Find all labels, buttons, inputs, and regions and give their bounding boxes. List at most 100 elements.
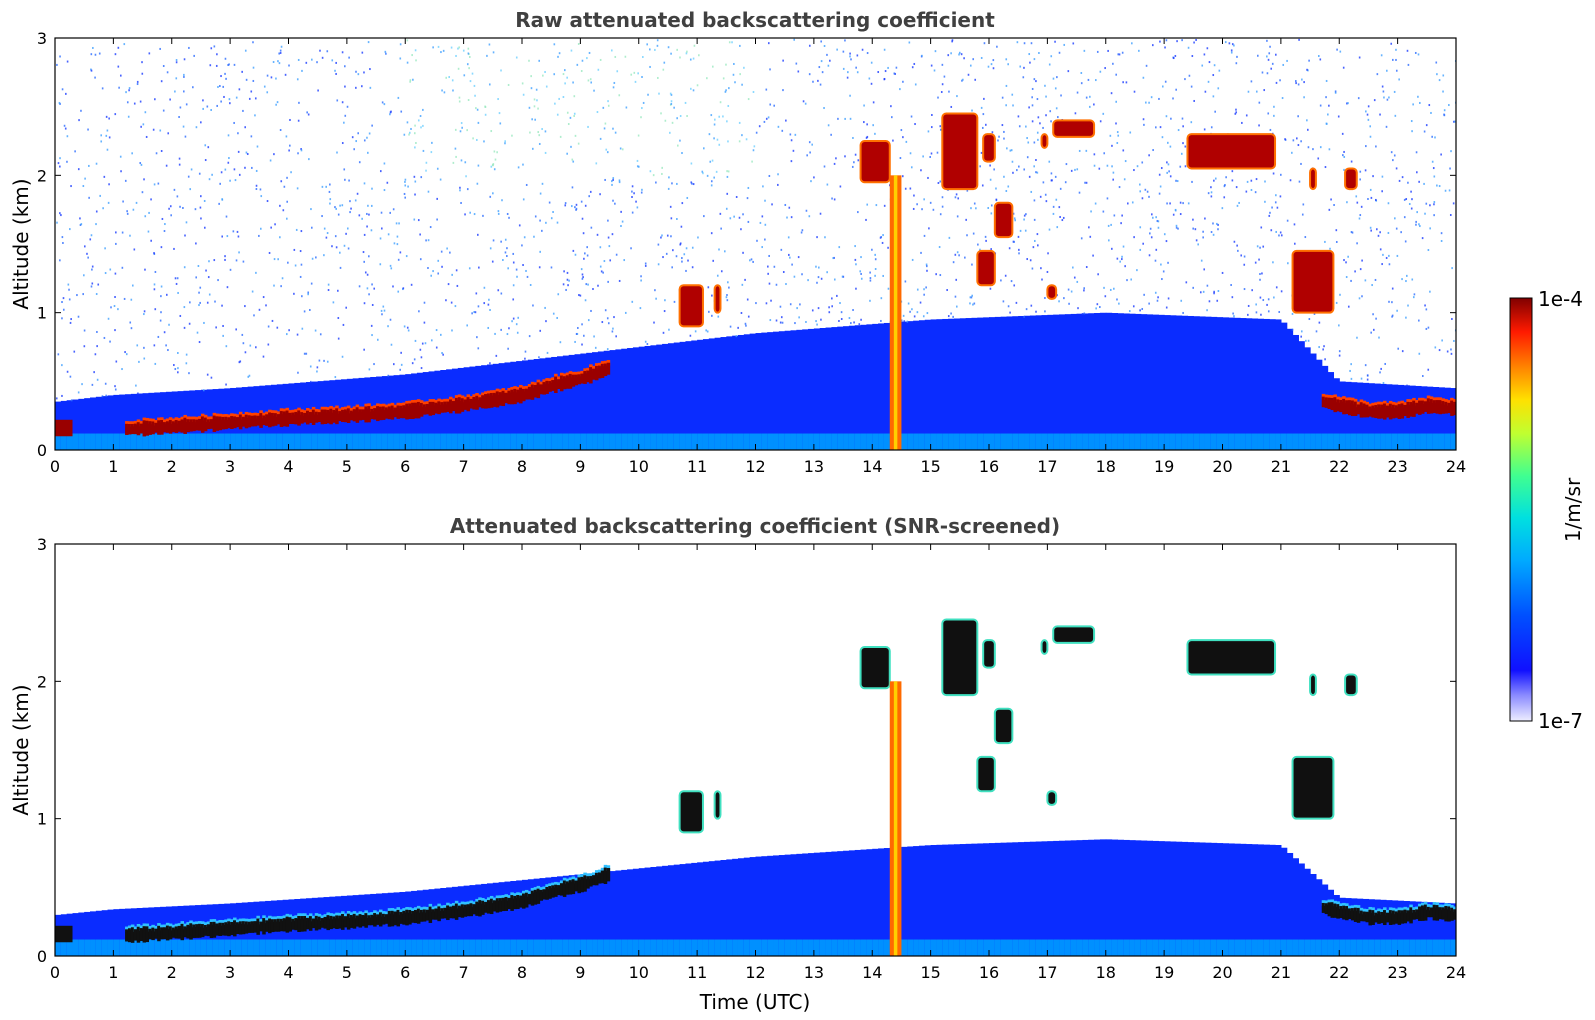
noise-speck <box>833 256 835 259</box>
noise-speck <box>307 113 310 116</box>
noise-speck <box>1165 115 1168 118</box>
noise-speck <box>1208 300 1211 303</box>
noise-speck <box>1325 79 1328 82</box>
noise-speck <box>254 97 257 100</box>
noise-speck <box>664 119 667 122</box>
noise-speck <box>1214 177 1217 180</box>
noise-speck <box>554 102 556 105</box>
noise-speck <box>198 172 201 175</box>
heatmap-screened <box>55 618 1456 956</box>
boundary-layer-segment <box>451 905 456 919</box>
noise-speck <box>534 215 537 218</box>
x-tick-label: 0 <box>50 963 60 982</box>
noise-speck <box>691 246 694 249</box>
near-surface-band <box>177 433 185 450</box>
boundary-layer-edge <box>524 889 529 896</box>
aerosol-column <box>1245 844 1253 956</box>
noise-speck <box>972 58 975 61</box>
boundary-layer-segment <box>1453 401 1456 416</box>
noise-speck <box>1052 77 1055 80</box>
x-tick-label: 3 <box>225 963 235 982</box>
noise-speck <box>90 53 93 56</box>
noise-speck <box>62 308 65 311</box>
noise-speck <box>779 321 782 324</box>
noise-speck <box>226 235 229 238</box>
boundary-layer-segment <box>1412 909 1416 920</box>
noise-speck <box>396 243 399 246</box>
boundary-layer-edge <box>1362 908 1367 915</box>
noise-speck <box>1164 46 1166 49</box>
noise-speck <box>1291 328 1294 331</box>
near-surface-band <box>422 433 430 450</box>
boundary-layer-segment <box>1423 904 1428 921</box>
boundary-layer-edge <box>1377 908 1381 914</box>
near-surface-band <box>510 433 517 450</box>
near-surface-band <box>1263 433 1270 450</box>
noise-speck <box>1287 262 1289 265</box>
noise-speck <box>946 289 948 292</box>
noise-speck <box>684 101 687 104</box>
aerosol-column <box>673 342 681 450</box>
noise-speck <box>1179 165 1182 168</box>
noise-speck <box>293 292 295 295</box>
boundary-layer-segment <box>189 923 193 940</box>
noise-speck <box>1000 279 1002 282</box>
noise-speck <box>671 266 673 269</box>
noise-speck <box>1398 179 1401 182</box>
noise-speck <box>807 279 809 282</box>
noise-speck <box>852 136 854 139</box>
noise-speck <box>1122 81 1124 84</box>
near-surface-band <box>714 939 722 956</box>
noise-speck <box>726 120 728 123</box>
noise-speck <box>1237 249 1239 252</box>
noise-speck <box>1055 107 1058 110</box>
noise-speck <box>1453 120 1455 123</box>
noise-speck <box>1308 59 1310 62</box>
noise-speck <box>1230 49 1233 52</box>
noise-speck <box>437 259 440 262</box>
noise-speck <box>1403 216 1406 219</box>
aerosol-column <box>878 323 885 450</box>
noise-speck <box>373 363 375 366</box>
boundary-layer-segment <box>574 880 579 892</box>
cloud-edge <box>982 133 996 163</box>
noise-speck <box>984 235 987 238</box>
noise-speck <box>473 213 476 216</box>
noise-speck <box>1184 145 1187 148</box>
noise-speck <box>662 256 664 259</box>
noise-speck <box>1044 84 1046 87</box>
noise-speck <box>366 212 368 215</box>
noise-speck <box>1388 300 1390 303</box>
noise-speck <box>607 219 609 222</box>
noise-speck <box>1302 203 1305 206</box>
noise-speck <box>1341 132 1344 135</box>
noise-speck <box>911 258 914 261</box>
noise-speck <box>844 39 846 42</box>
noise-speck <box>744 278 746 281</box>
noise-speck <box>1090 210 1092 213</box>
noise-speck <box>253 314 255 317</box>
near-surface-band <box>1444 433 1451 450</box>
noise-speck <box>177 351 179 354</box>
noise-speck <box>224 72 226 75</box>
near-surface-band <box>1362 433 1370 450</box>
x-tick-label: 1 <box>108 457 118 476</box>
noise-speck <box>1003 130 1005 133</box>
boundary-layer-segment <box>1339 399 1343 413</box>
boundary-layer-segment <box>1420 400 1425 414</box>
noise-speck <box>1424 304 1426 307</box>
noise-speck <box>1381 175 1384 178</box>
noise-speck <box>175 61 178 64</box>
noise-speck <box>246 153 249 156</box>
noise-speck <box>1099 70 1102 73</box>
x-tick-label: 0 <box>50 457 60 476</box>
noise-speck <box>841 275 844 278</box>
boundary-layer-segment <box>1362 403 1367 418</box>
noise-speck <box>1350 231 1353 234</box>
aerosol-column <box>411 890 418 956</box>
boundary-layer-segment <box>405 909 409 926</box>
noise-speck <box>336 99 339 102</box>
noise-speck <box>192 86 194 89</box>
noise-speck <box>604 309 607 312</box>
noise-speck <box>1031 120 1034 123</box>
